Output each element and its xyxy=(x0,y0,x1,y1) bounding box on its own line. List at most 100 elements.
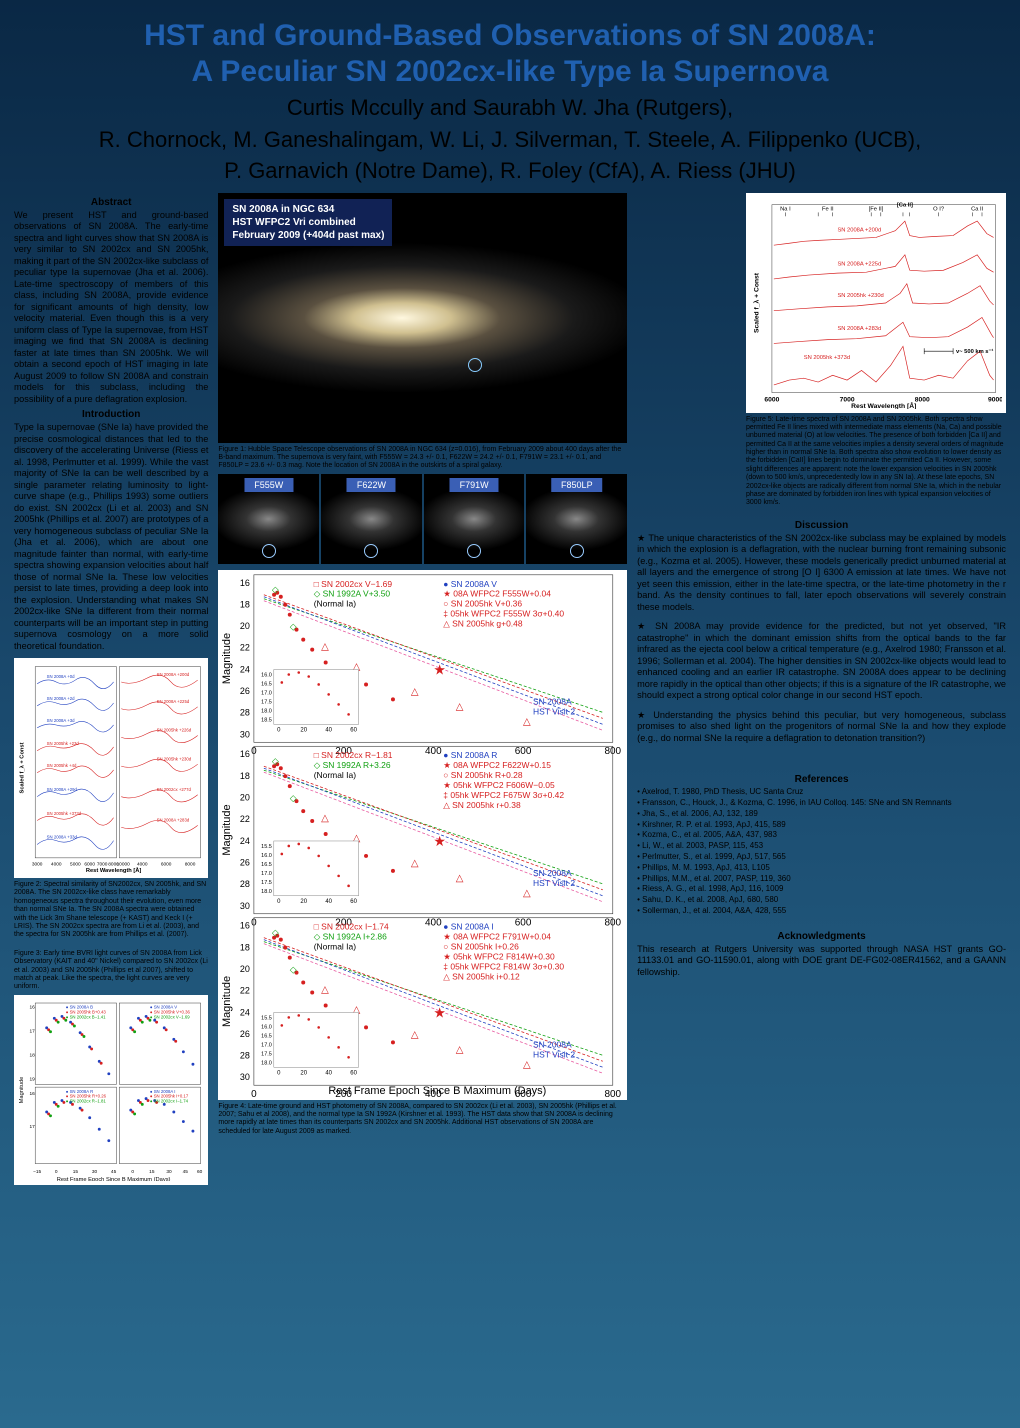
filter-f791w: F791W xyxy=(424,474,525,564)
abstract-head: Abstract xyxy=(14,197,208,208)
svg-text:HST Visit 2: HST Visit 2 xyxy=(533,878,575,888)
svg-text:★: ★ xyxy=(434,1004,447,1020)
svg-text:Rest Frame Epoch Since B Maxim: Rest Frame Epoch Since B Maximum (Days) xyxy=(57,1177,171,1181)
svg-text:16.5: 16.5 xyxy=(262,862,273,868)
svg-text:400: 400 xyxy=(425,917,442,928)
svg-text:20: 20 xyxy=(240,621,250,631)
filter-label: F791W xyxy=(450,478,499,492)
sn-marker-icon xyxy=(468,358,482,372)
ack-text: This research at Rutgers University was … xyxy=(637,944,1006,979)
svg-text:Fe II: Fe II xyxy=(822,206,834,212)
reference-item: • Jha, S., et al. 2006, AJ, 132, 189 xyxy=(637,809,1006,820)
svg-text:△: △ xyxy=(456,701,464,712)
svg-text:◇: ◇ xyxy=(290,964,297,974)
reference-item: • Kirshner, R. P. et al. 1993, ApJ, 415,… xyxy=(637,820,1006,831)
svg-text:20: 20 xyxy=(240,964,250,974)
svg-text:◇ SN 1992A R+3.26: ◇ SN 1992A R+3.26 xyxy=(314,760,391,770)
svg-text:28: 28 xyxy=(240,1050,250,1060)
svg-text:26: 26 xyxy=(240,1029,250,1039)
svg-text:SN 2008A +29d: SN 2008A +29d xyxy=(47,787,78,792)
svg-text:SN 2008A +283d: SN 2008A +283d xyxy=(837,325,881,331)
svg-text:[Ca II]: [Ca II] xyxy=(897,202,913,208)
authors-l3: P. Garnavich (Notre Dame), R. Foley (CfA… xyxy=(30,157,990,185)
svg-text:○ SN 2005hk I+0.26: ○ SN 2005hk I+0.26 xyxy=(444,941,520,951)
svg-text:△ SN 2005hk g+0.48: △ SN 2005hk g+0.48 xyxy=(444,618,524,628)
main-title-l2: A Peculiar SN 2002cx-like Type Ia Supern… xyxy=(30,54,990,90)
svg-text:SN 2008A: SN 2008A xyxy=(533,696,572,706)
svg-text:16: 16 xyxy=(240,577,250,587)
circle-icon xyxy=(467,544,481,558)
svg-text:● SN 2008A V: ● SN 2008A V xyxy=(444,578,498,588)
svg-text:16: 16 xyxy=(240,749,250,759)
svg-text:17.0: 17.0 xyxy=(262,690,273,696)
svg-text:★ 08A WFPC2 F791W+0.04: ★ 08A WFPC2 F791W+0.04 xyxy=(444,931,552,941)
svg-text:30: 30 xyxy=(240,729,250,739)
svg-text:15: 15 xyxy=(73,1169,79,1175)
filter-f622w: F622W xyxy=(321,474,422,564)
svg-text:◇: ◇ xyxy=(272,584,279,594)
right-column: Na IFe II[Fe II] [Ca II]O I?Ca II xyxy=(637,193,1006,1185)
svg-text:● SN 2002cx V−1.69: ● SN 2002cx V−1.69 xyxy=(150,1014,190,1019)
svg-text:SN 2008A: SN 2008A xyxy=(533,1039,572,1049)
svg-text:18: 18 xyxy=(29,1052,35,1058)
svg-text:● SN 2002cx R−1.81: ● SN 2002cx R−1.81 xyxy=(66,1098,107,1103)
authors-l1: Curtis Mccully and Saurabh W. Jha (Rutge… xyxy=(30,94,990,122)
svg-text:△: △ xyxy=(523,1059,531,1070)
svg-text:20: 20 xyxy=(301,1070,308,1076)
svg-text:20: 20 xyxy=(301,727,308,733)
svg-text:(Normal Ia): (Normal Ia) xyxy=(314,598,357,608)
svg-text:Rest Frame Epoch Since B Maxim: Rest Frame Epoch Since B Maximum (Days) xyxy=(329,1085,547,1097)
svg-text:15.5: 15.5 xyxy=(262,1015,273,1021)
svg-text:○ SN 2005hk R+0.28: ○ SN 2005hk R+0.28 xyxy=(444,770,524,780)
svg-text:4000: 4000 xyxy=(51,862,62,868)
reference-item: • Sahu, D. K., et al. 2008, ApJ, 680, 58… xyxy=(637,895,1006,906)
svg-text:18: 18 xyxy=(240,942,250,952)
svg-text:★: ★ xyxy=(434,661,447,677)
svg-text:□ SN 2002cx R−1.81: □ SN 2002cx R−1.81 xyxy=(314,750,393,760)
svg-text:SN 2008A +3d: SN 2008A +3d xyxy=(47,718,75,723)
svg-text:20: 20 xyxy=(301,898,308,904)
fig3-caption: Figure 3: Early time BVRI light curves o… xyxy=(14,950,208,992)
filter-f850lp: F850LP xyxy=(526,474,627,564)
svg-text:△ SN 2005hk i+0.12: △ SN 2005hk i+0.12 xyxy=(444,971,521,981)
svg-text:16: 16 xyxy=(29,1004,35,1010)
svg-text:HST Visit 2: HST Visit 2 xyxy=(533,1049,575,1059)
svg-text:△: △ xyxy=(322,641,330,652)
svg-text:Ca II: Ca II xyxy=(971,206,984,212)
circle-icon xyxy=(262,544,276,558)
discussion-p3: Understanding the physics behind this pe… xyxy=(637,710,1006,745)
svg-text:400: 400 xyxy=(425,746,442,757)
middle-column: SN 2008A in NGC 634 HST WFPC2 Vri combin… xyxy=(218,193,627,1185)
svg-text:Magnitude: Magnitude xyxy=(221,633,233,684)
filter-row: F555W F622W F791W F850LP xyxy=(218,474,627,564)
reference-item: • Kozma, C., et al. 2005, A&A, 437, 983 xyxy=(637,830,1006,841)
filter-f555w: F555W xyxy=(218,474,319,564)
svg-text:★ 05hk WFPC2 F606W−0.05: ★ 05hk WFPC2 F606W−0.05 xyxy=(444,780,556,790)
svg-text:18.0: 18.0 xyxy=(262,888,273,894)
fig2-caption: Figure 2: Spectral similarity of SN2002c… xyxy=(14,881,208,940)
svg-text:‡ 05hk WFPC2 F814W 3σ+0.30: ‡ 05hk WFPC2 F814W 3σ+0.30 xyxy=(444,961,565,971)
svg-text:0: 0 xyxy=(278,727,282,733)
svg-text:SN 2005hk +4d: SN 2005hk +4d xyxy=(47,763,77,768)
svg-text:★ 05hk WFPC2 F814W+0.30: ★ 05hk WFPC2 F814W+0.30 xyxy=(444,951,556,961)
svg-text:19: 19 xyxy=(29,1076,35,1082)
svg-text:16.5: 16.5 xyxy=(262,1033,273,1039)
svg-text:20: 20 xyxy=(240,792,250,802)
reference-item: • Riess, A. G., et al. 1998, ApJ, 116, 1… xyxy=(637,884,1006,895)
reference-item: • Phillips, M.M., et al. 2007, PASP, 119… xyxy=(637,874,1006,885)
svg-text:8000: 8000 xyxy=(915,396,930,403)
svg-text:△: △ xyxy=(322,984,330,995)
svg-text:v~ 500 km s⁻¹: v~ 500 km s⁻¹ xyxy=(956,348,994,355)
authors-l2: R. Chornock, M. Ganeshalingam, W. Li, J.… xyxy=(30,126,990,154)
svg-text:0: 0 xyxy=(278,1070,282,1076)
svg-text:40: 40 xyxy=(326,727,333,733)
svg-text:9000: 9000 xyxy=(988,396,1002,403)
title-block: HST and Ground-Based Observations of SN … xyxy=(0,0,1020,193)
svg-text:● SN 2002cx I−1.74: ● SN 2002cx I−1.74 xyxy=(150,1098,189,1103)
svg-text:16.0: 16.0 xyxy=(262,853,273,859)
svg-text:17.5: 17.5 xyxy=(262,880,273,886)
svg-text:0: 0 xyxy=(131,1169,134,1175)
svg-text:0: 0 xyxy=(252,1089,258,1100)
fig1-galaxy: SN 2008A in NGC 634 HST WFPC2 Vri combin… xyxy=(218,193,627,443)
svg-text:30: 30 xyxy=(240,1072,250,1082)
